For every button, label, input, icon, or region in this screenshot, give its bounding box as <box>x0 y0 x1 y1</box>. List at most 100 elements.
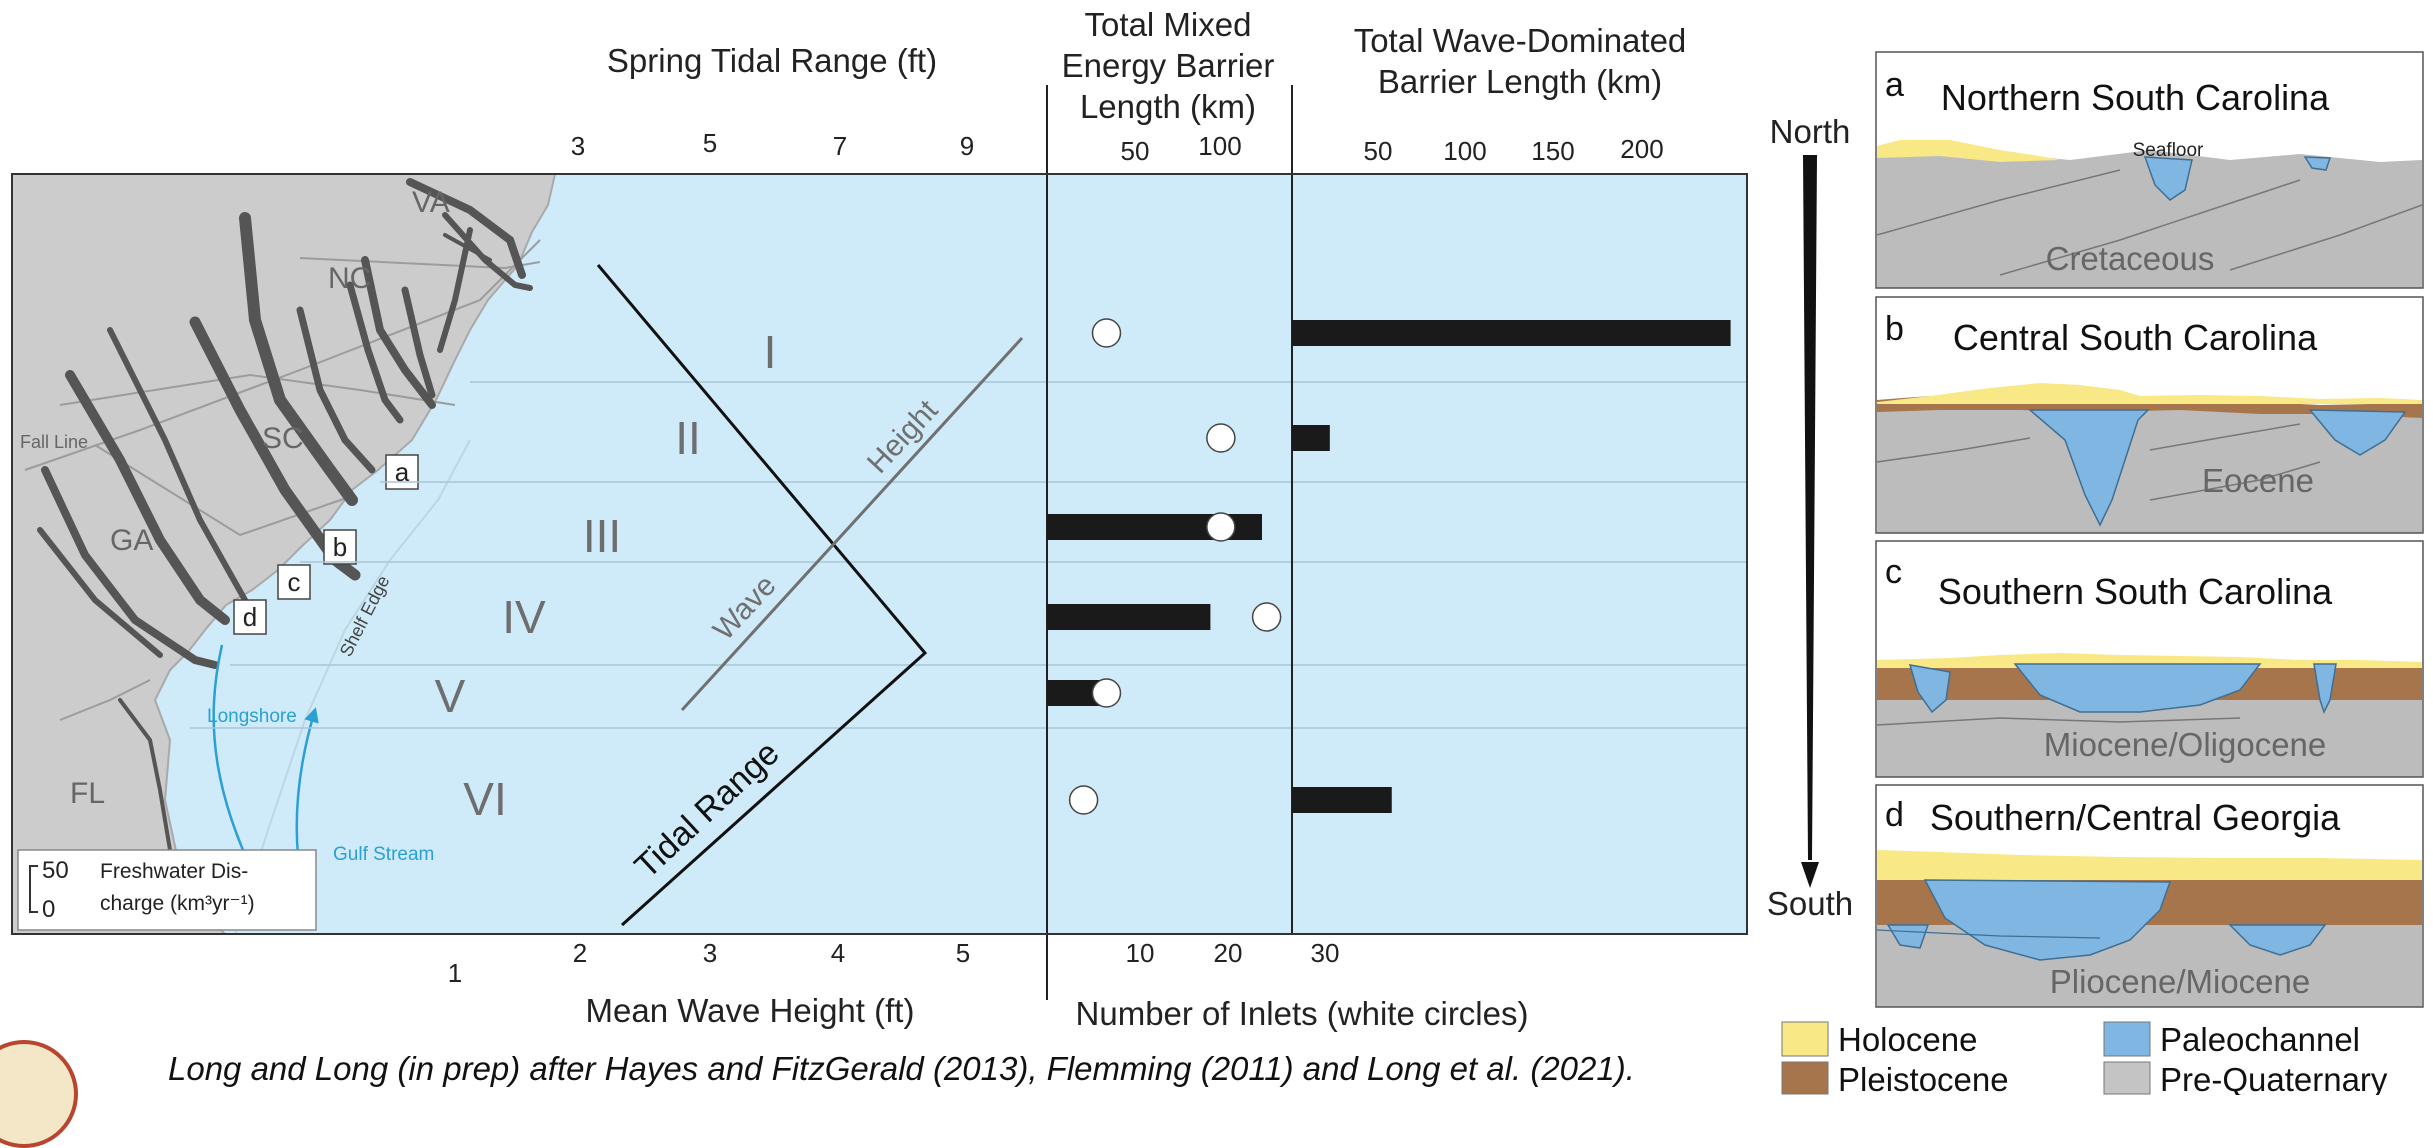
zone-label-iv: IV <box>502 591 546 643</box>
wave-dominated-bars <box>1292 320 1731 813</box>
compass-north-label: North <box>1770 113 1851 150</box>
legend-label-pre-quaternary: Pre-Quaternary <box>2160 1061 2388 1095</box>
legend-label-holocene: Holocene <box>1838 1021 1977 1058</box>
panel-c-paleochannel-main <box>2013 663 2262 713</box>
zone-label-i: I <box>764 326 777 378</box>
zone-label-vi: VI <box>463 773 506 825</box>
wave-dominated-bar-i <box>1292 320 1731 346</box>
spring-tick-5: 5 <box>703 128 717 158</box>
site-marker-b-label: b <box>333 532 347 562</box>
citation-text: Long and Long (in prep) after Hayes and … <box>168 1050 1635 1087</box>
compass-arrow-head <box>1801 862 1819 888</box>
mixed-tick-50: 50 <box>1121 136 1150 166</box>
wave-dominated-title-line1: Total Wave-Dominated <box>1354 22 1687 59</box>
mixed-energy-bar-iv <box>1047 604 1211 630</box>
discharge-scale-top: 50 <box>42 857 69 884</box>
panel-a-strata <box>1876 169 2423 276</box>
panel-c-paleochannel-left <box>1908 664 1951 714</box>
panel-b-paleochannel-right <box>2308 409 2407 456</box>
panel-c-unit-label: Miocene/Oligocene <box>2044 726 2327 763</box>
wave-height-line <box>680 336 1024 712</box>
panel-b-holocene <box>1877 383 2422 404</box>
panel-c-strata <box>1876 717 2241 726</box>
state-label-ga: GA <box>110 524 153 557</box>
site-marker-a <box>385 454 419 490</box>
panel-a-letter: a <box>1885 66 1904 104</box>
legend-swatch-pre-quaternary <box>2103 1061 2151 1095</box>
panel-d-unit-label: Pliocene/Miocene <box>2050 963 2311 1000</box>
panel-a-unit-label: Cretaceous <box>2046 240 2215 277</box>
figure-frame <box>11 173 1748 935</box>
inlet-tick-20: 20 <box>1214 938 1243 968</box>
wave-dom-tick-100: 100 <box>1443 136 1486 166</box>
discharge-label-line1: Freshwater Dis- <box>100 860 248 883</box>
tidal-range-line <box>596 264 928 927</box>
mixed-energy-title-line3: Length (km) <box>1080 88 1256 125</box>
wave-tick-1: 1 <box>448 958 462 988</box>
site-marker-c <box>277 564 311 600</box>
wave-dom-tick-50: 50 <box>1364 136 1393 166</box>
shelf-edge-line <box>234 439 471 935</box>
state-label-nc: NC <box>328 262 371 295</box>
inlet-tick-30: 30 <box>1311 938 1340 968</box>
inlet-circle-iii <box>1206 512 1236 542</box>
legend-swatch-holocene <box>1781 1021 1829 1057</box>
panel-c: Miocene/Oligocene c Southern South Carol… <box>1875 540 2424 778</box>
panel-c-title: Southern South Carolina <box>1938 571 2333 612</box>
wave-dom-tick-150: 150 <box>1531 136 1574 166</box>
panel-a-paleochannel <box>2143 156 2193 201</box>
spring-tick-3: 3 <box>571 131 585 161</box>
wave-tick-3: 3 <box>703 938 717 968</box>
panel-b-unit-label: Eocene <box>2202 462 2314 499</box>
spring-tick-7: 7 <box>833 131 847 161</box>
legend-swatch-paleochannel <box>2103 1021 2151 1057</box>
gulf-stream-label: Gulf Stream <box>333 844 434 865</box>
site-marker-b <box>323 529 357 565</box>
panel-c-pre-quaternary <box>1877 690 2422 777</box>
discharge-label-line2: charge (km³yr⁻¹) <box>100 892 255 915</box>
panel-a-seafloor-label: Seafloor <box>2133 140 2204 161</box>
panel-d-letter: d <box>1885 796 1904 834</box>
zone-label-v: V <box>435 670 466 722</box>
panel-c-paleochannel-right <box>2313 663 2337 714</box>
main-figure: VA NC SC GA FL Fall Line Shelf Edge Long… <box>11 6 2424 1095</box>
panel-d-title: Southern/Central Georgia <box>1930 797 2341 838</box>
longshore-label: Longshore <box>207 706 297 727</box>
compass-south-label: South <box>1767 885 1853 922</box>
site-marker-d <box>233 599 267 635</box>
mixed-energy-title-line2: Energy Barrier <box>1062 47 1275 84</box>
coastal-figure: VA NC SC GA FL Fall Line Shelf Edge Long… <box>11 6 1748 1032</box>
panel-d: Pliocene/Miocene d Southern/Central Geor… <box>1875 784 2424 1008</box>
inlets-title: Number of Inlets (white circles) <box>1076 995 1529 1032</box>
state-label-sc: SC <box>262 422 304 455</box>
site-marker-d-label: d <box>243 602 257 632</box>
rivers <box>37 178 533 852</box>
panel-a: Seafloor Cretaceous a Northern South Car… <box>1875 51 2424 289</box>
panel-b-paleochannel <box>2027 409 2150 527</box>
discharge-legend: 50 0 Freshwater Dis- charge (km³yr⁻¹) <box>17 849 317 931</box>
zone-separators <box>190 381 1747 729</box>
panel-d-paleochannel-right <box>2228 924 2327 956</box>
wave-tick-5: 5 <box>956 938 970 968</box>
mixed-energy-bars <box>1047 514 1262 706</box>
inlet-tick-10: 10 <box>1126 938 1155 968</box>
legend-swatch-pleistocene <box>1781 1061 1829 1095</box>
inlet-circle-ii <box>1206 423 1236 453</box>
mixed-tick-100: 100 <box>1198 131 1241 161</box>
panel-a-title: Northern South Carolina <box>1941 77 2330 118</box>
wave-dominated-title-line2: Barrier Length (km) <box>1378 63 1662 100</box>
panel-d-holocene <box>1877 850 2422 880</box>
wave-dominated-bar-vi <box>1292 787 1392 813</box>
compass: North South <box>1767 113 1853 922</box>
panel-a-holocene <box>1877 140 2060 162</box>
zone-label-ii: II <box>675 412 701 464</box>
compass-arrow-shaft <box>1803 155 1817 860</box>
panel-a-paleochannel-small <box>2303 156 2332 171</box>
wave-dominated-bar-ii <box>1292 425 1330 451</box>
panel-b-strata <box>1876 423 2321 501</box>
discharge-scale-bottom: 0 <box>42 896 55 923</box>
inlet-circles <box>1068 318 1282 815</box>
legend-label-paleochannel: Paleochannel <box>2160 1021 2360 1058</box>
wave-tick-4: 4 <box>831 938 845 968</box>
spring-tidal-title: Spring Tidal Range (ft) <box>607 42 937 79</box>
